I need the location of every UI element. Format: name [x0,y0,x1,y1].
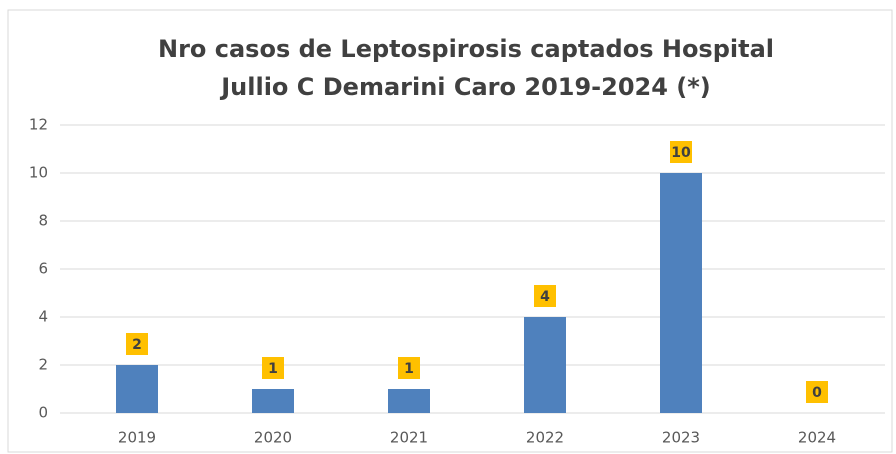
bar [388,389,430,413]
y-tick-label: 0 [38,404,48,422]
data-label-box [670,141,692,163]
bar [252,389,294,413]
data-label-box [398,357,420,379]
data-label-box [262,357,284,379]
x-tick-label: 2019 [118,429,156,447]
bar [524,317,566,413]
x-tick-label: 2021 [390,429,428,447]
x-tick-label: 2024 [798,429,836,447]
data-label: 1 [268,361,278,377]
chart-title: Nro casos de Leptospirosis captados Hosp… [158,35,774,63]
data-label: 1 [404,361,414,377]
chart-title: Jullio C Demarini Caro 2019-2024 (*) [219,73,711,101]
y-tick-label: 4 [38,308,48,326]
y-tick-label: 2 [38,356,48,374]
data-label: 0 [812,385,822,401]
y-tick-label: 12 [29,116,48,134]
x-tick-label: 2020 [254,429,292,447]
data-label-box [126,333,148,355]
bar [116,365,158,413]
y-tick-label: 6 [38,260,48,278]
data-label-box [534,285,556,307]
x-tick-label: 2023 [662,429,700,447]
data-label: 10 [671,145,691,161]
data-label-box [806,381,828,403]
data-label: 4 [540,289,550,305]
data-label: 2 [132,337,142,353]
y-tick-label: 10 [29,164,48,182]
y-tick-label: 8 [38,212,48,230]
bar [660,173,702,413]
x-tick-label: 2022 [526,429,564,447]
